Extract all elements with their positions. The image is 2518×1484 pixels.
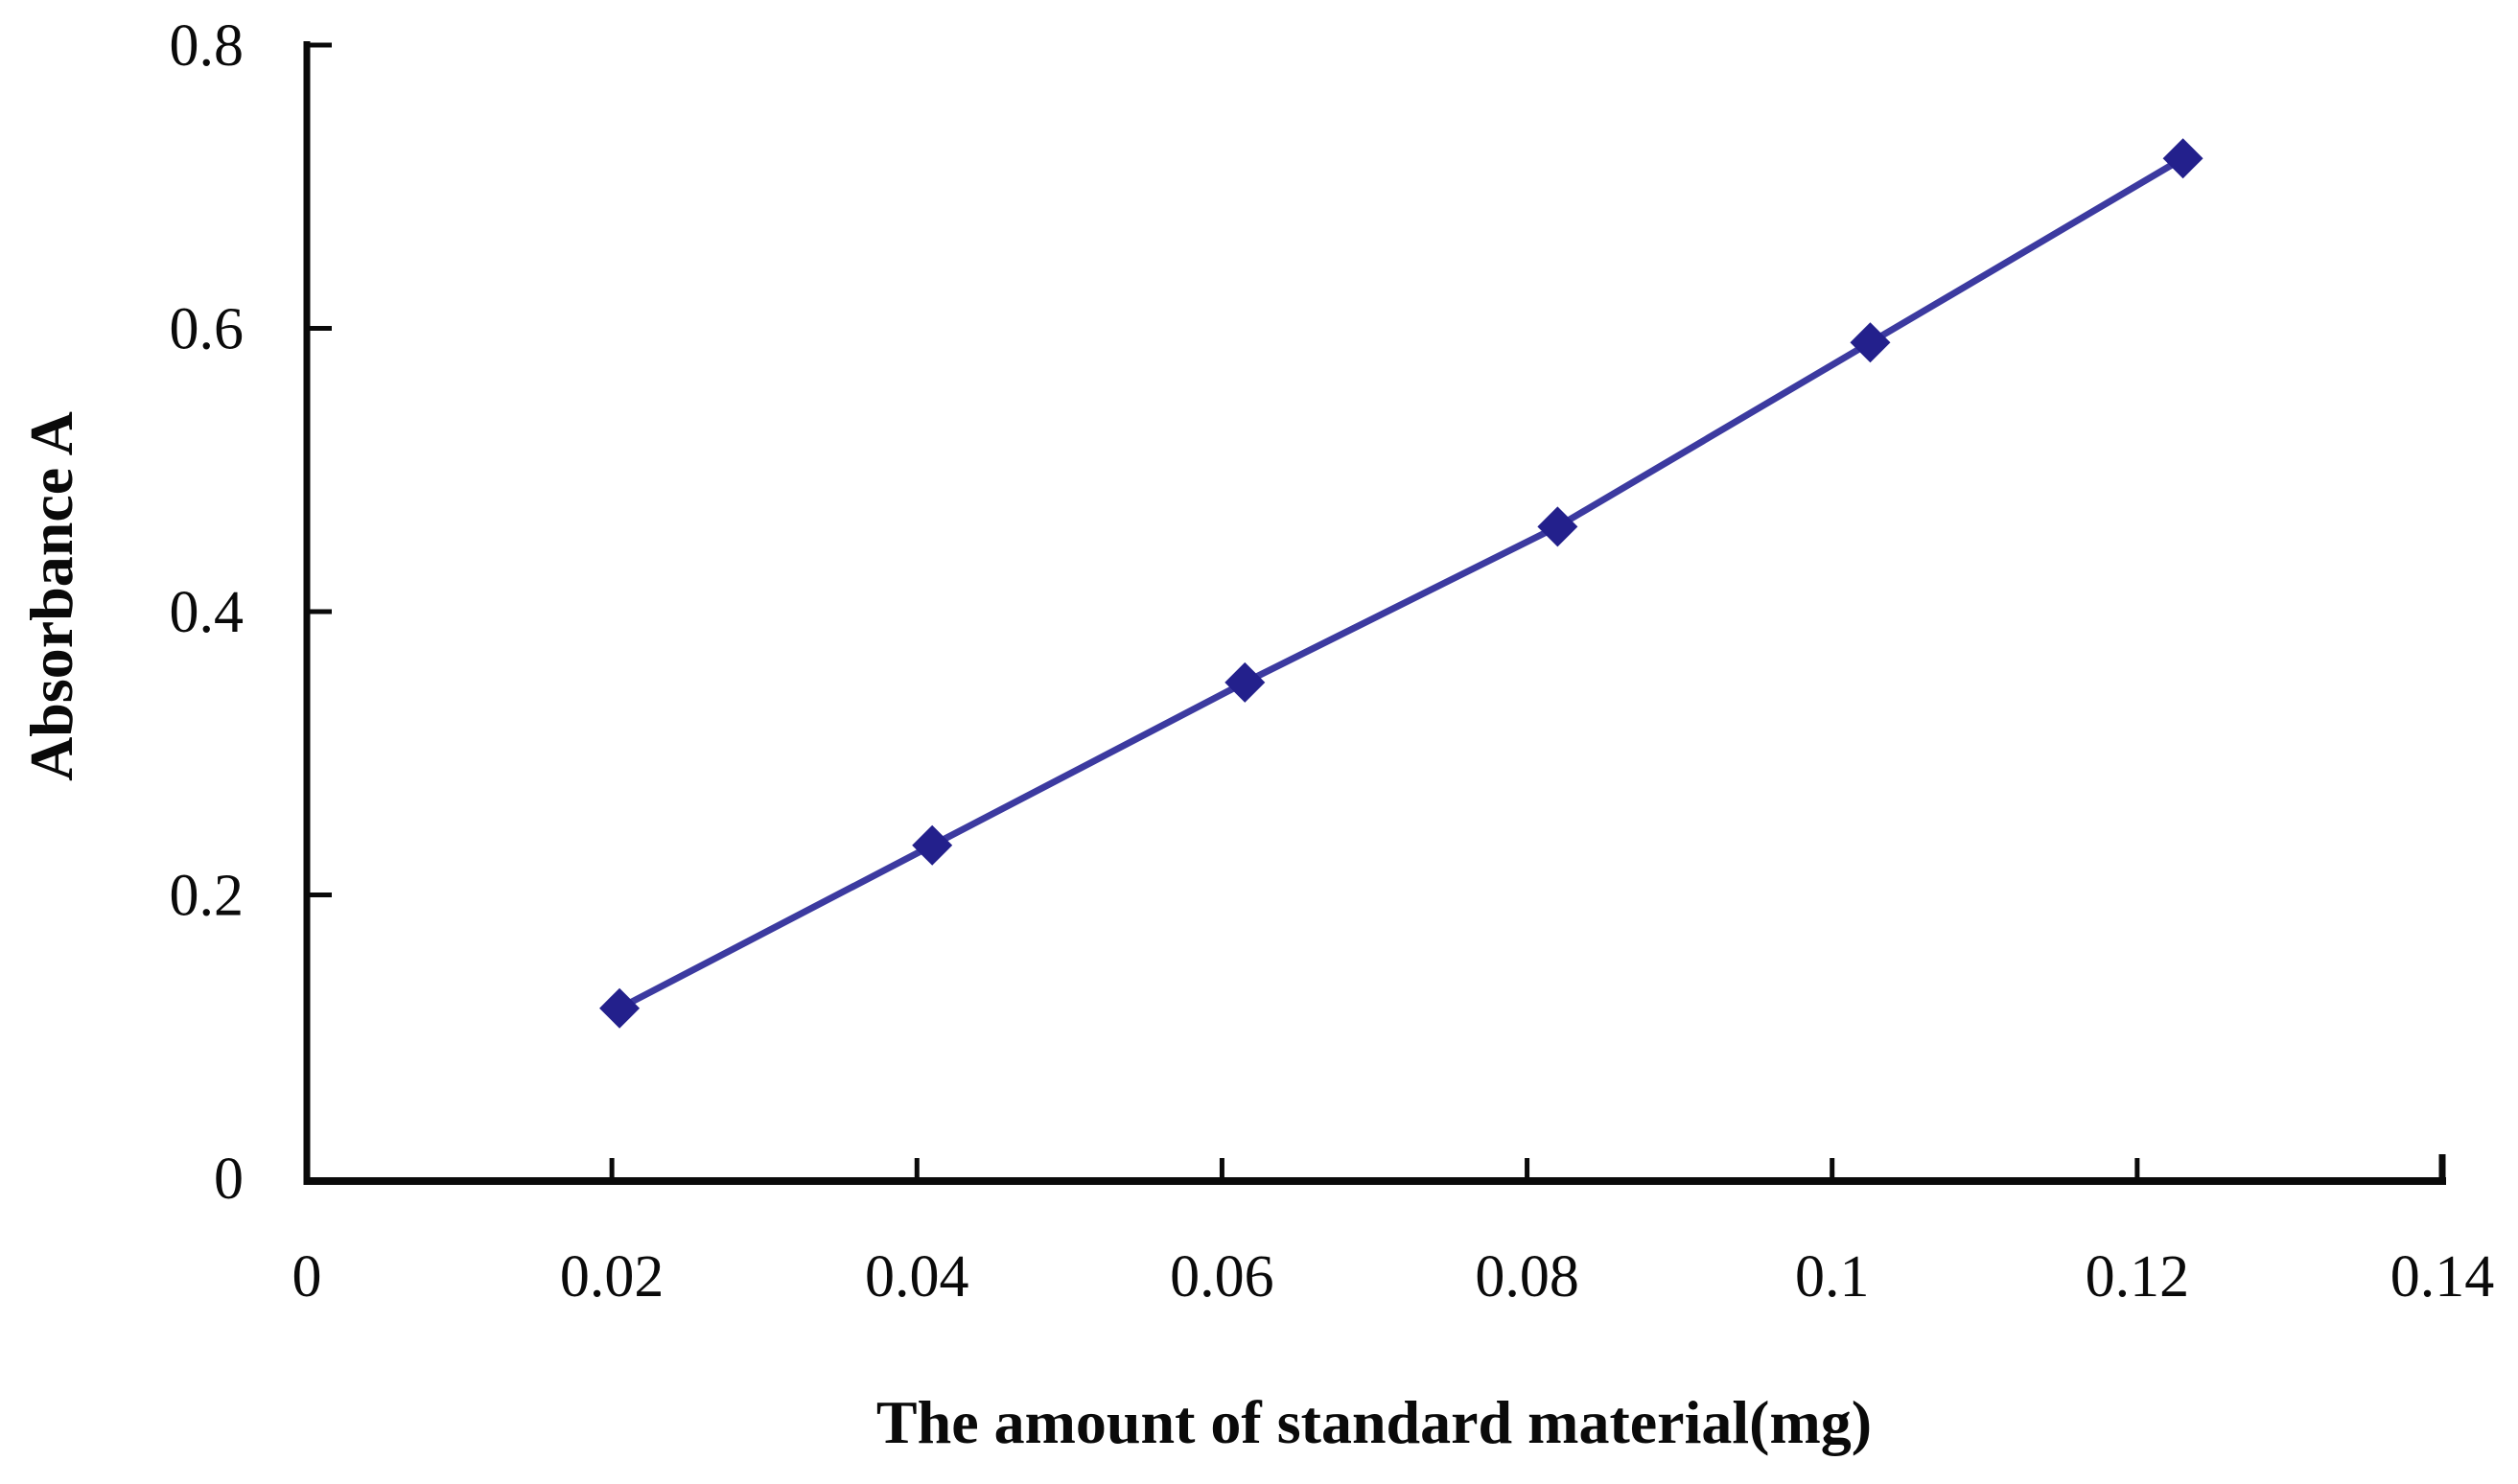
data-point-marker bbox=[2162, 138, 2203, 179]
data-point-marker bbox=[912, 824, 953, 866]
data-point-marker bbox=[1850, 322, 1891, 363]
y-tick-label: 0.6 bbox=[170, 297, 245, 362]
x-tick-label: 0.12 bbox=[2086, 1244, 2190, 1310]
x-tick-label: 0.02 bbox=[560, 1244, 664, 1310]
x-tick-label: 0.1 bbox=[1795, 1244, 1870, 1310]
x-tick-label: 0.14 bbox=[2390, 1244, 2495, 1310]
y-tick-label: 0.4 bbox=[170, 580, 245, 645]
y-axis-title: Absorbance A bbox=[17, 411, 85, 781]
y-tick-label: 0.8 bbox=[170, 13, 245, 79]
y-tick-label: 0 bbox=[214, 1147, 244, 1212]
x-tick-label: 0 bbox=[292, 1244, 322, 1310]
x-axis-title: The amount of standard material(mg) bbox=[875, 1388, 1873, 1456]
data-point-marker bbox=[1537, 506, 1578, 547]
x-tick-label: 0.06 bbox=[1170, 1244, 1274, 1310]
x-tick-label: 0.08 bbox=[1475, 1244, 1579, 1310]
series-line bbox=[616, 154, 2187, 1012]
x-tick-label: 0.04 bbox=[865, 1244, 969, 1310]
data-point-marker bbox=[1224, 661, 1266, 703]
data-point-marker bbox=[599, 987, 641, 1029]
y-tick-label: 0.2 bbox=[170, 864, 245, 929]
